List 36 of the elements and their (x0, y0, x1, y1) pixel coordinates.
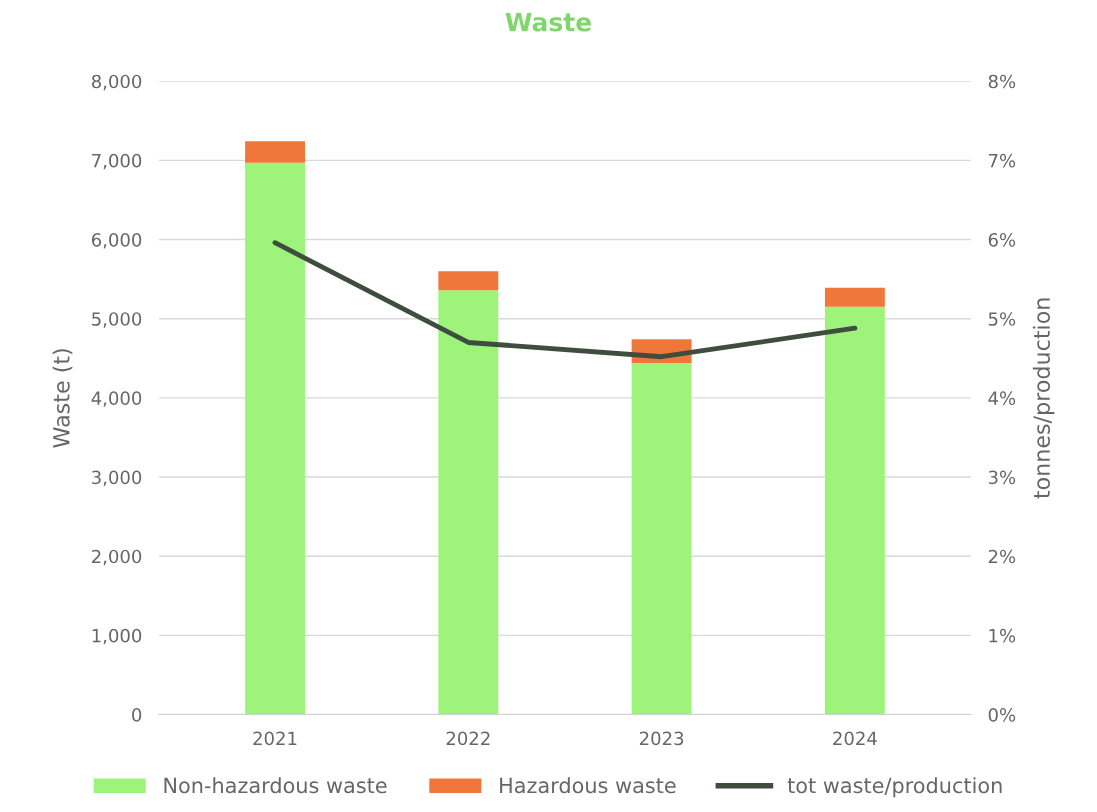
y-tick-label: 8,000 (91, 74, 142, 91)
y2-tick-label: 3% (988, 470, 1016, 485)
y-tick-label: 0 (132, 708, 142, 722)
y2-tick-label: 6% (988, 233, 1016, 247)
y-tick-label: 2,000 (92, 549, 142, 566)
legend-label: tot waste/production (787, 777, 1002, 798)
y2-tick-label: 2% (988, 549, 1016, 564)
y-tick-label: 5,000 (92, 312, 142, 328)
y-axis-title: Waste (t) (52, 349, 73, 448)
bar (438, 290, 499, 715)
y2-tick-label: 8% (988, 74, 1016, 89)
x-tick-label: 2021 (253, 731, 297, 746)
bar (631, 363, 692, 715)
chart-title: Waste (505, 12, 591, 32)
y-tick-label: 3,000 (92, 470, 142, 487)
x-tick-label: 2023 (639, 731, 684, 746)
y-tick-label: 1,000 (92, 628, 142, 645)
y-tick-label: 7,000 (92, 153, 142, 170)
bar (438, 271, 499, 291)
y-tick-label: 6,000 (91, 233, 142, 249)
bar (824, 287, 885, 307)
y-tick-label: 4,000 (91, 391, 142, 407)
y2-axis-title: tonnes/production (1032, 298, 1055, 499)
y2-tick-label: 7% (988, 153, 1016, 168)
y2-tick-label: 1% (989, 628, 1016, 643)
line-series (272, 240, 858, 360)
x-tick-label: 2022 (446, 731, 490, 746)
y2-tick-label: 5% (988, 312, 1016, 326)
bar (824, 306, 885, 715)
bar (245, 162, 305, 715)
legend-label: Non-hazardous waste (164, 777, 387, 794)
x-tick-label: 2024 (833, 731, 877, 746)
legend-label: Hazardous waste (500, 777, 676, 794)
bar (245, 141, 305, 163)
y2-tick-label: 0% (988, 708, 1016, 722)
y2-tick-label: 4% (988, 391, 1016, 405)
